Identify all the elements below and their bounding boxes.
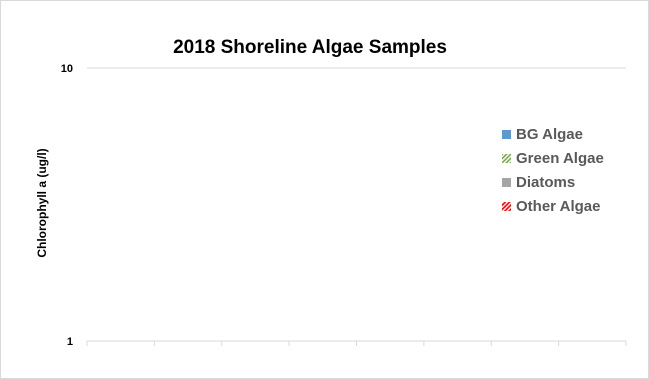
y-axis-label: Chlorophyll a (ug/l) [35, 148, 49, 257]
chart-title: 2018 Shoreline Algae Samples [173, 37, 447, 58]
y-tick-label: 10 [61, 63, 73, 75]
legend: BG Algae Green Algae Diatoms Other Algae [502, 126, 604, 215]
y-axis-ticks: 10 1 [61, 63, 73, 348]
y-tick-label: 1 [67, 336, 73, 348]
legend-label: Other Algae [516, 198, 600, 215]
legend-swatch [502, 154, 511, 163]
legend-label: Diatoms [516, 174, 575, 191]
legend-swatch [502, 202, 511, 211]
x-axis [86, 340, 627, 346]
legend-swatch [502, 178, 511, 187]
legend-label: BG Algae [516, 126, 583, 143]
legend-swatch [502, 130, 511, 139]
legend-label: Green Algae [516, 150, 604, 167]
